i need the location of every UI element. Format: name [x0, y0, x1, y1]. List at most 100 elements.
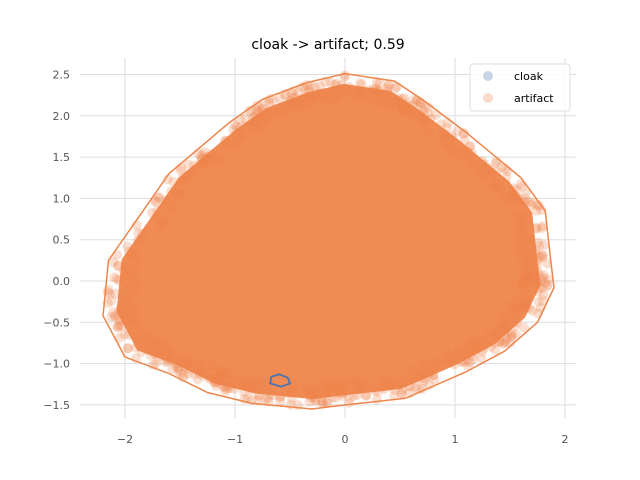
artifact-point: [534, 270, 545, 281]
artifact-point: [438, 139, 449, 150]
artifact-point: [495, 321, 506, 332]
artifact-point: [538, 270, 549, 281]
artifact-point: [534, 283, 545, 294]
artifact-point: [350, 89, 361, 100]
artifact-point: [142, 344, 153, 355]
artifact-point: [497, 338, 508, 349]
artifact-point: [521, 208, 532, 219]
y-tick-label: 2.0: [53, 110, 71, 123]
artifact-point: [174, 188, 185, 199]
artifact-point: [333, 381, 344, 392]
artifact-point: [242, 121, 253, 132]
artifact-point: [513, 209, 524, 220]
artifact-point: [536, 274, 547, 285]
artifact-point: [521, 270, 532, 281]
artifact-point: [162, 344, 173, 355]
artifact-point: [300, 82, 311, 93]
x-tick-label: −2: [117, 433, 133, 446]
artifact-point: [114, 320, 125, 331]
artifact-point: [354, 78, 365, 89]
artifact-point: [151, 358, 162, 369]
artifact-point: [323, 379, 334, 390]
legend-marker-cloak: [483, 71, 493, 81]
artifact-point: [207, 152, 218, 163]
artifact-point: [482, 164, 493, 175]
artifact-point: [192, 374, 203, 385]
artifact-point: [513, 217, 524, 228]
artifact-point: [250, 120, 261, 131]
artifact-point: [371, 394, 382, 405]
artifact-point: [519, 267, 530, 278]
artifact-point: [479, 159, 490, 170]
artifact-point: [420, 373, 431, 384]
artifact-point: [284, 101, 295, 112]
artifact-point: [373, 85, 384, 96]
artifact-point: [537, 282, 548, 293]
artifact-point: [423, 370, 434, 381]
artifact-point: [310, 89, 321, 100]
artifact-point: [501, 316, 512, 327]
artifact-point: [180, 362, 191, 373]
artifact-point: [423, 108, 434, 119]
artifact-point: [542, 258, 553, 269]
artifact-point: [202, 159, 213, 170]
artifact-point: [375, 90, 386, 101]
artifact-point: [522, 274, 533, 285]
artifact-point: [166, 186, 177, 197]
artifact-point: [537, 249, 548, 260]
artifact-point: [328, 94, 339, 105]
artifact-point: [281, 387, 292, 398]
artifact-point: [521, 259, 532, 270]
artifact-point: [260, 376, 271, 387]
artifact-point: [152, 352, 163, 363]
artifact-point: [235, 121, 246, 132]
artifact-point: [322, 387, 333, 398]
artifact-point: [296, 99, 307, 110]
artifact-point: [161, 353, 172, 364]
artifact-point: [121, 263, 132, 274]
artifact-point: [357, 378, 368, 389]
artifact-point: [324, 95, 335, 106]
artifact-point: [320, 95, 331, 106]
artifact-point: [396, 388, 407, 399]
artifact-point: [311, 394, 322, 405]
artifact-point: [218, 369, 229, 380]
artifact-point: [104, 288, 115, 299]
artifact-point: [246, 377, 257, 388]
artifact-point: [220, 382, 231, 393]
artifact-point: [528, 197, 539, 208]
artifact-point: [466, 147, 477, 158]
artifact-point: [253, 108, 264, 119]
artifact-point: [286, 88, 297, 99]
artifact-point: [154, 192, 165, 203]
artifact-point: [442, 349, 453, 360]
artifact-point: [399, 104, 410, 115]
artifact-point: [254, 391, 265, 402]
artifact-point: [444, 133, 455, 144]
artifact-point: [468, 353, 479, 364]
artifact-point: [490, 344, 501, 355]
artifact-point: [211, 372, 222, 383]
y-tick-label: 1.0: [53, 192, 71, 205]
artifact-point: [374, 78, 385, 89]
artifact-point: [523, 273, 534, 284]
artifact-point: [124, 246, 135, 257]
artifact-point: [462, 146, 473, 157]
artifact-point: [397, 101, 408, 112]
artifact-point: [498, 323, 509, 334]
artifact-point: [512, 227, 523, 238]
artifact-point: [210, 377, 221, 388]
artifact-point: [517, 226, 528, 237]
artifact-point: [484, 163, 495, 174]
artifact-point: [389, 384, 400, 395]
artifact-point: [406, 365, 417, 376]
artifact-point: [220, 368, 231, 379]
artifact-point: [114, 312, 125, 323]
artifact-point: [486, 168, 497, 179]
artifact-point: [236, 378, 247, 389]
artifact-point: [397, 103, 408, 114]
artifact-point: [128, 306, 139, 317]
artifact-point: [175, 188, 186, 199]
artifact-point: [531, 277, 542, 288]
